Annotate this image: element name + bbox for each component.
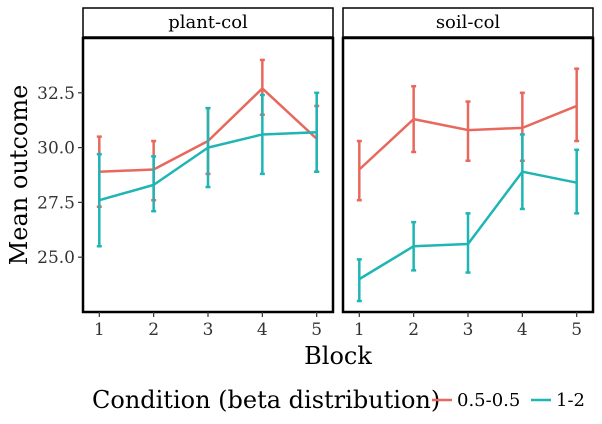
error-bar bbox=[356, 258, 362, 303]
series-1-2 bbox=[96, 91, 320, 248]
error-bar bbox=[574, 67, 580, 143]
legend-entry-1-2: 1-2 bbox=[556, 390, 585, 411]
series-line bbox=[358, 104, 578, 171]
panel-marks bbox=[356, 67, 580, 303]
panel-title: soil-col bbox=[436, 12, 501, 33]
legend: Condition (beta distribution) 0.5-0.5 1-… bbox=[92, 386, 585, 414]
series-1-2 bbox=[356, 133, 580, 303]
x-tick-label: 1 bbox=[94, 320, 105, 340]
x-tick-label: 1 bbox=[354, 320, 365, 340]
y-tick-label: 27.5 bbox=[37, 193, 75, 213]
x-axes: 1 2 3 4 5 1 2 3 4 5 bbox=[94, 312, 582, 340]
series-line bbox=[98, 131, 317, 202]
legend-entry-0.5-0.5: 0.5-0.5 bbox=[457, 390, 520, 411]
y-tick-label: 32.5 bbox=[37, 84, 75, 104]
legend-title: Condition (beta distribution) bbox=[92, 386, 440, 414]
x-tick-label: 4 bbox=[257, 320, 268, 340]
y-axis: 25.0 27.5 30.0 32.5 bbox=[37, 84, 83, 268]
x-tick-label: 5 bbox=[571, 320, 582, 340]
panel-soil-col: soil-col bbox=[341, 7, 595, 314]
y-axis-title: Mean outcome bbox=[5, 85, 33, 266]
y-tick-label: 25.0 bbox=[37, 248, 75, 268]
series-line bbox=[358, 170, 577, 281]
x-tick-label: 3 bbox=[203, 320, 214, 340]
x-tick-label: 2 bbox=[148, 320, 159, 340]
panel-marks bbox=[96, 58, 320, 248]
error-bar bbox=[96, 152, 102, 248]
x-axis-title: Block bbox=[304, 342, 372, 370]
x-tick-label: 3 bbox=[463, 320, 474, 340]
panel-strip bbox=[82, 7, 334, 38]
x-tick-label: 5 bbox=[311, 320, 322, 340]
y-tick-label: 30.0 bbox=[37, 139, 75, 159]
panel-plant-col: plant-col bbox=[81, 7, 335, 314]
series-0-5-0-5 bbox=[356, 67, 580, 202]
panel-title: plant-col bbox=[168, 12, 248, 33]
x-tick-label: 4 bbox=[517, 320, 528, 340]
x-tick-label: 2 bbox=[408, 320, 419, 340]
error-bar bbox=[356, 139, 362, 202]
